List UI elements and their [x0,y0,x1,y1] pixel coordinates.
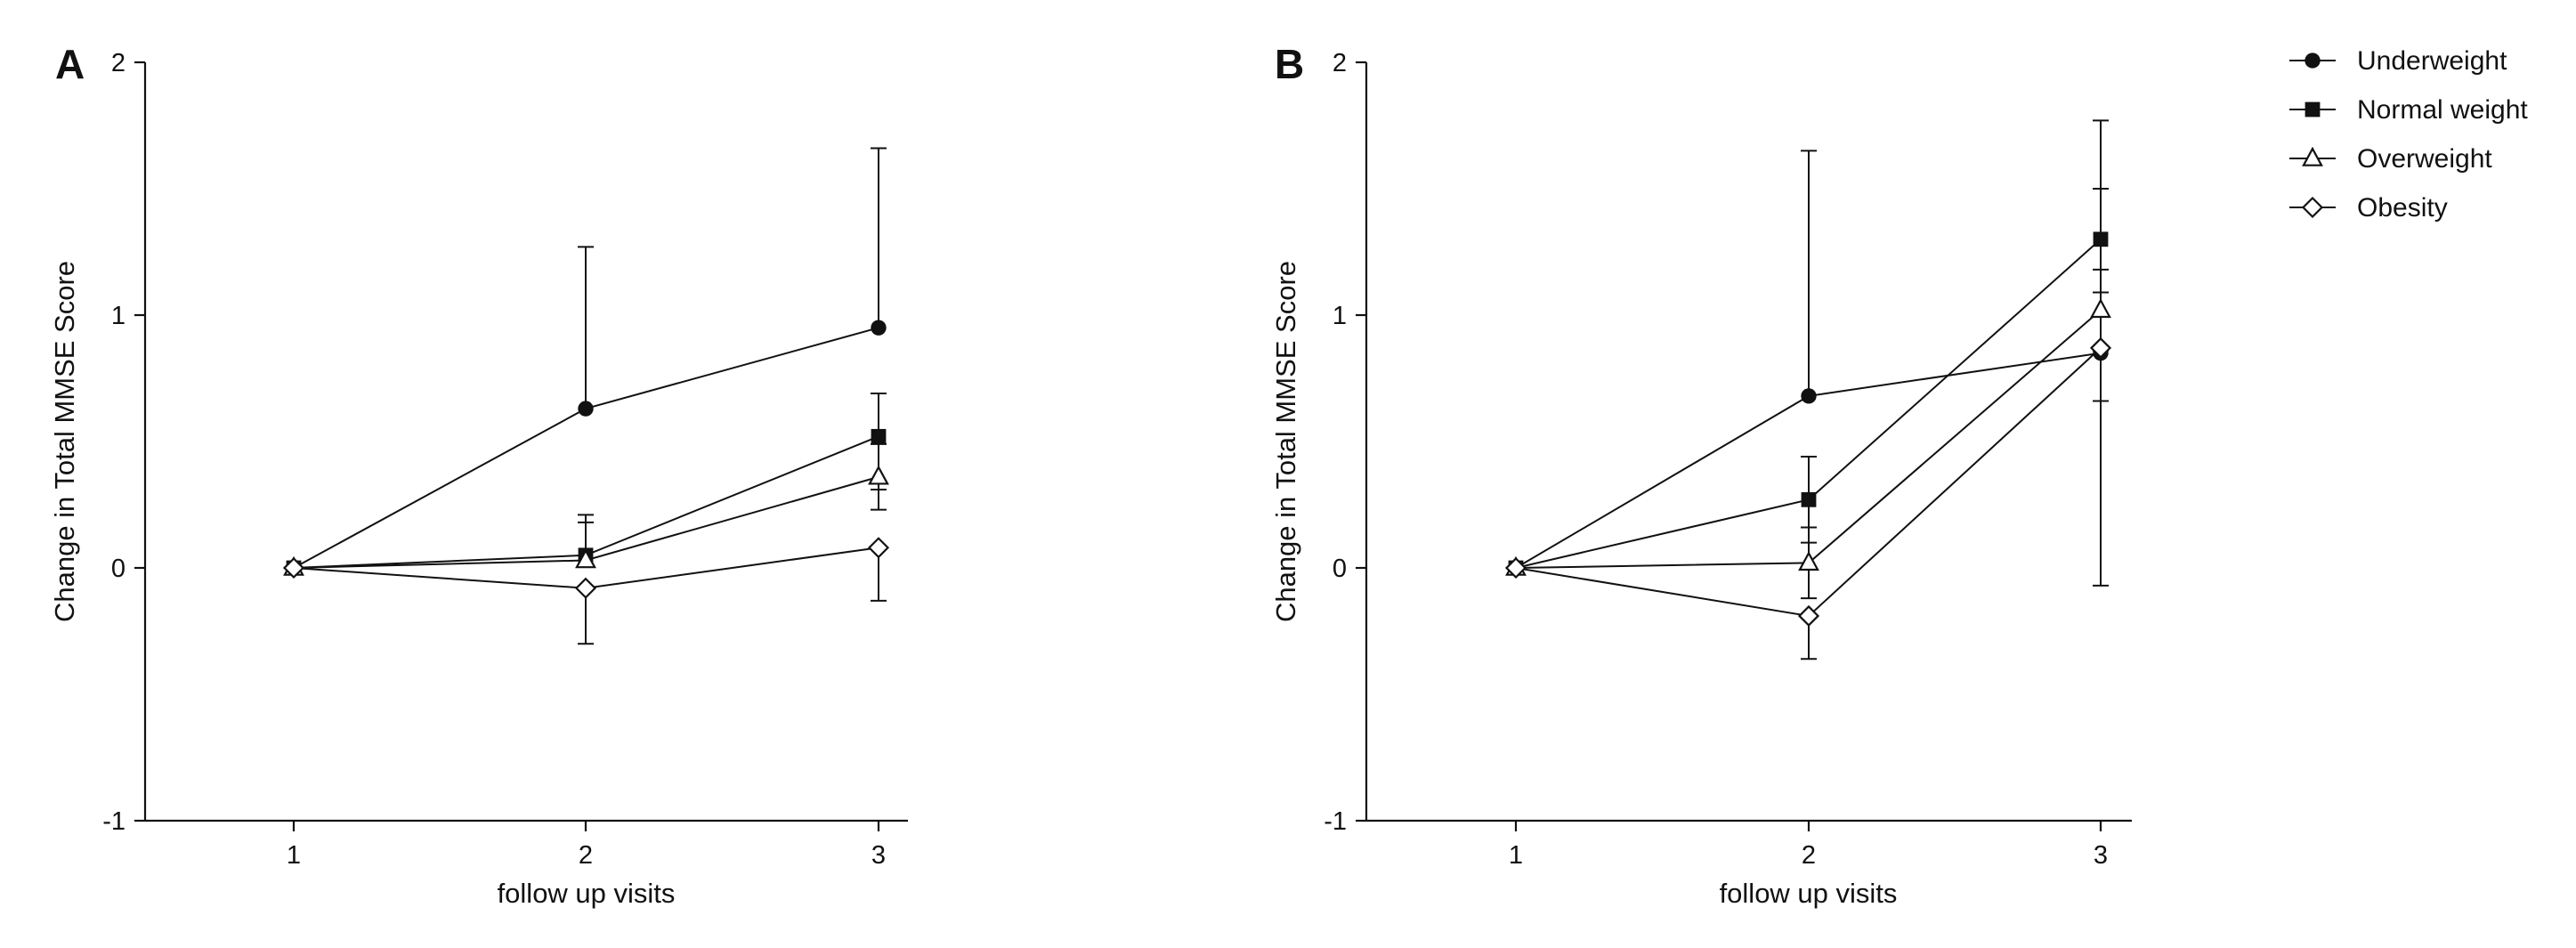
data-point [1798,551,1819,571]
panel-a: A -1 0 1 2 1 2 3 follow up visits Change in Total… [49,41,908,909]
legend-marker [2301,196,2324,219]
y-tick-label: 1 [111,302,126,330]
data-point [282,556,305,579]
y-axis-label: Change in Total MMSE Score [49,261,80,622]
data-point [867,537,890,559]
x-tick-label: 2 [579,841,593,870]
data-point [1801,388,1817,404]
legend: Underweight Normal weight Overweight Obesit… [2289,46,2528,223]
legend-label: Normal weight [2357,95,2528,125]
y-tick-label: 2 [1333,49,1347,77]
data-point [574,577,597,599]
data-point [1797,604,1820,628]
data-point [578,401,594,417]
data-point [2093,231,2109,247]
legend-label: Underweight [2357,46,2507,76]
data-point [575,548,596,569]
data-point [2090,298,2111,319]
data-point [871,320,887,336]
legend-marker [2305,101,2321,117]
data-point [868,465,889,485]
data-point [1801,491,1817,507]
x-tick-label: 1 [287,841,301,870]
panel-b: B -1 0 1 2 1 2 3 follow up visits Change in Total… [1270,41,2132,909]
y-tick-label: 0 [1333,555,1347,583]
x-tick-label: 2 [1802,841,1816,870]
data-point [1504,556,1527,579]
y-tick-label: 2 [111,49,126,77]
x-axis-label: follow up visits [1720,878,1898,909]
panel-letter: B [1275,41,1304,87]
x-tick-label: 3 [871,841,886,870]
legend-marker [2305,53,2321,69]
legend-marker [2302,146,2323,166]
panel-letter: A [55,41,85,87]
x-tick-label: 3 [2094,841,2108,870]
y-axis-label: Change in Total MMSE Score [1270,261,1301,622]
data-point [871,428,887,444]
x-axis-label: follow up visits [498,878,676,909]
data-point [2089,336,2112,359]
y-tick-label: 0 [111,555,126,583]
x-tick-label: 1 [1509,841,1523,870]
y-tick-label: -1 [102,807,126,836]
legend-label: Obesity [2357,193,2448,223]
legend-label: Overweight [2357,144,2492,174]
y-tick-label: 1 [1333,302,1347,330]
y-tick-label: -1 [1324,807,1347,836]
